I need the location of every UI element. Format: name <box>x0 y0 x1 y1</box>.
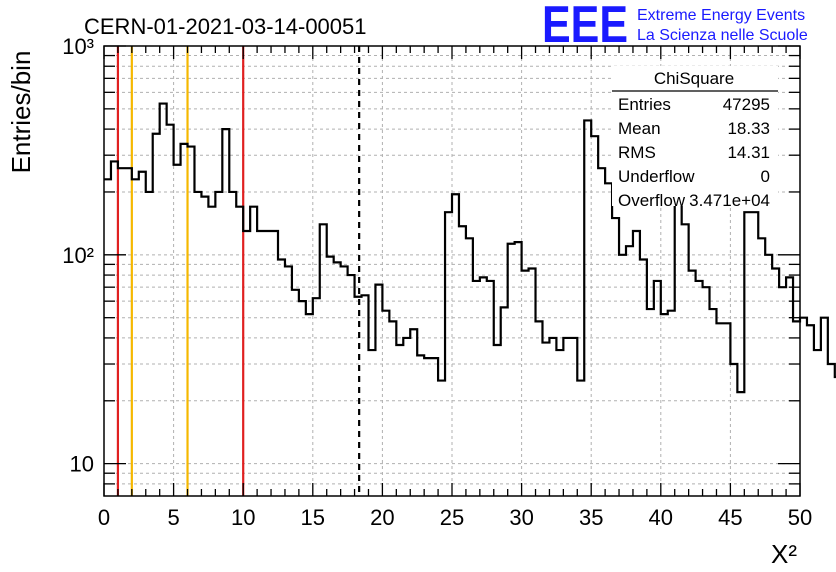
x-axis-label: X² <box>771 539 797 569</box>
x-tick-label: 25 <box>440 505 464 530</box>
histogram-series <box>104 102 836 394</box>
stats-row-label: Overflow <box>618 191 686 210</box>
x-tick-label: 50 <box>788 505 812 530</box>
stats-row-value: 3.471e+04 <box>689 191 770 210</box>
y-tick-label: 10 <box>70 452 94 477</box>
y-tick-label: 10² <box>62 243 94 268</box>
grid-lines <box>104 46 800 496</box>
stats-row-value: 18.33 <box>727 119 770 138</box>
chart-title: CERN-01-2021-03-14-00051 <box>84 14 367 39</box>
stats-rows: Entries 47295 Mean 18.33 RMS 14.31 Underflow 0 O… <box>618 95 770 210</box>
axis-tick-labels: 0 5 10 15 20 25 30 35 40 45 50 10 10² 10³ <box>62 34 812 530</box>
axis-ticks <box>103 45 801 496</box>
x-tick-label: 30 <box>509 505 533 530</box>
stats-row-value: 14.31 <box>727 143 770 162</box>
x-tick-label: 35 <box>579 505 603 530</box>
x-tick-label: 5 <box>167 505 179 530</box>
stats-box-title: ChiSquare <box>654 69 734 88</box>
stats-row-label: RMS <box>618 143 656 162</box>
stats-box-background <box>612 66 778 206</box>
stats-row-label: Mean <box>618 119 661 138</box>
x-tick-label: 45 <box>718 505 742 530</box>
eee-logo-text: EEE <box>542 0 628 54</box>
x-tick-label: 10 <box>231 505 255 530</box>
y-tick-label: 10³ <box>62 34 94 59</box>
stats-box: ChiSquare Entries 47295 Mean 18.33 RMS 14.31 U… <box>612 66 778 210</box>
y-axis-label: Entries/bin <box>6 51 36 174</box>
stats-row-label: Entries <box>618 95 671 114</box>
logo-subtitle-2: La Scienza nelle Scuole <box>637 27 808 44</box>
x-tick-label: 40 <box>649 505 673 530</box>
stats-row-value: 47295 <box>723 95 770 114</box>
x-tick-label: 0 <box>98 505 110 530</box>
x-tick-label: 15 <box>301 505 325 530</box>
stats-row-value: 0 <box>761 167 770 186</box>
logo-subtitle-1: Extreme Energy Events <box>637 7 805 24</box>
stats-row-label: Underflow <box>618 167 695 186</box>
marker-lines <box>116 46 361 496</box>
x-tick-label: 20 <box>370 505 394 530</box>
eee-logo: EEE Extreme Energy Events La Scienza nel… <box>542 0 808 54</box>
